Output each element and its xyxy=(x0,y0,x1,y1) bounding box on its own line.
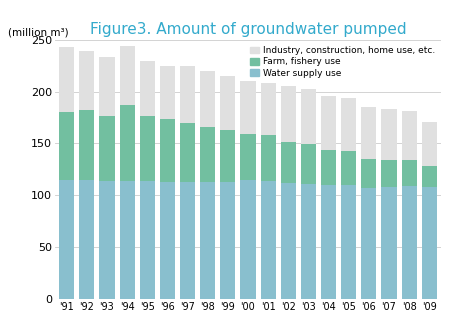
Bar xyxy=(301,184,316,299)
Legend: Industry, construction, home use, etc., Farm, fishery use, Water supply use: Industry, construction, home use, etc., … xyxy=(248,44,437,79)
Bar xyxy=(301,144,316,184)
Bar xyxy=(341,98,356,151)
Bar xyxy=(301,89,316,144)
Bar xyxy=(160,182,175,299)
Bar xyxy=(341,151,356,185)
Bar xyxy=(200,127,215,182)
Bar xyxy=(240,81,256,134)
Bar xyxy=(140,117,155,181)
Bar xyxy=(79,180,94,299)
Bar xyxy=(120,105,135,181)
Bar xyxy=(361,188,376,299)
Bar xyxy=(402,186,417,299)
Bar xyxy=(381,187,396,299)
Bar xyxy=(140,60,155,117)
Bar xyxy=(100,117,115,181)
Bar xyxy=(200,182,215,299)
Bar xyxy=(79,110,94,180)
Bar xyxy=(261,83,276,135)
Bar xyxy=(422,166,437,187)
Bar xyxy=(381,160,396,187)
Bar xyxy=(402,111,417,160)
Bar xyxy=(59,180,74,299)
Bar xyxy=(281,142,296,183)
Bar xyxy=(59,47,74,112)
Bar xyxy=(220,76,235,130)
Bar xyxy=(240,134,256,180)
Bar xyxy=(100,57,115,117)
Bar xyxy=(180,66,195,123)
Bar xyxy=(180,123,195,182)
Bar xyxy=(361,159,376,188)
Bar xyxy=(79,51,94,110)
Bar xyxy=(220,130,235,182)
Bar xyxy=(321,96,336,150)
Bar xyxy=(59,112,74,180)
Bar xyxy=(341,185,356,299)
Bar xyxy=(120,181,135,299)
Bar xyxy=(120,46,135,105)
Bar xyxy=(220,182,235,299)
Title: Figure3. Amount of groundwater pumped: Figure3. Amount of groundwater pumped xyxy=(90,22,406,37)
Bar xyxy=(261,135,276,181)
Bar xyxy=(402,160,417,186)
Bar xyxy=(422,187,437,299)
Bar xyxy=(100,181,115,299)
Bar xyxy=(321,150,336,185)
Bar xyxy=(281,86,296,142)
Bar xyxy=(281,183,296,299)
Bar xyxy=(200,71,215,127)
Bar xyxy=(422,122,437,166)
Bar xyxy=(321,185,336,299)
Bar xyxy=(140,181,155,299)
Bar xyxy=(160,66,175,119)
Bar xyxy=(240,180,256,299)
Text: (million m³): (million m³) xyxy=(8,27,69,37)
Bar xyxy=(160,119,175,182)
Bar xyxy=(361,107,376,159)
Bar xyxy=(381,109,396,160)
Bar xyxy=(261,181,276,299)
Bar xyxy=(180,182,195,299)
